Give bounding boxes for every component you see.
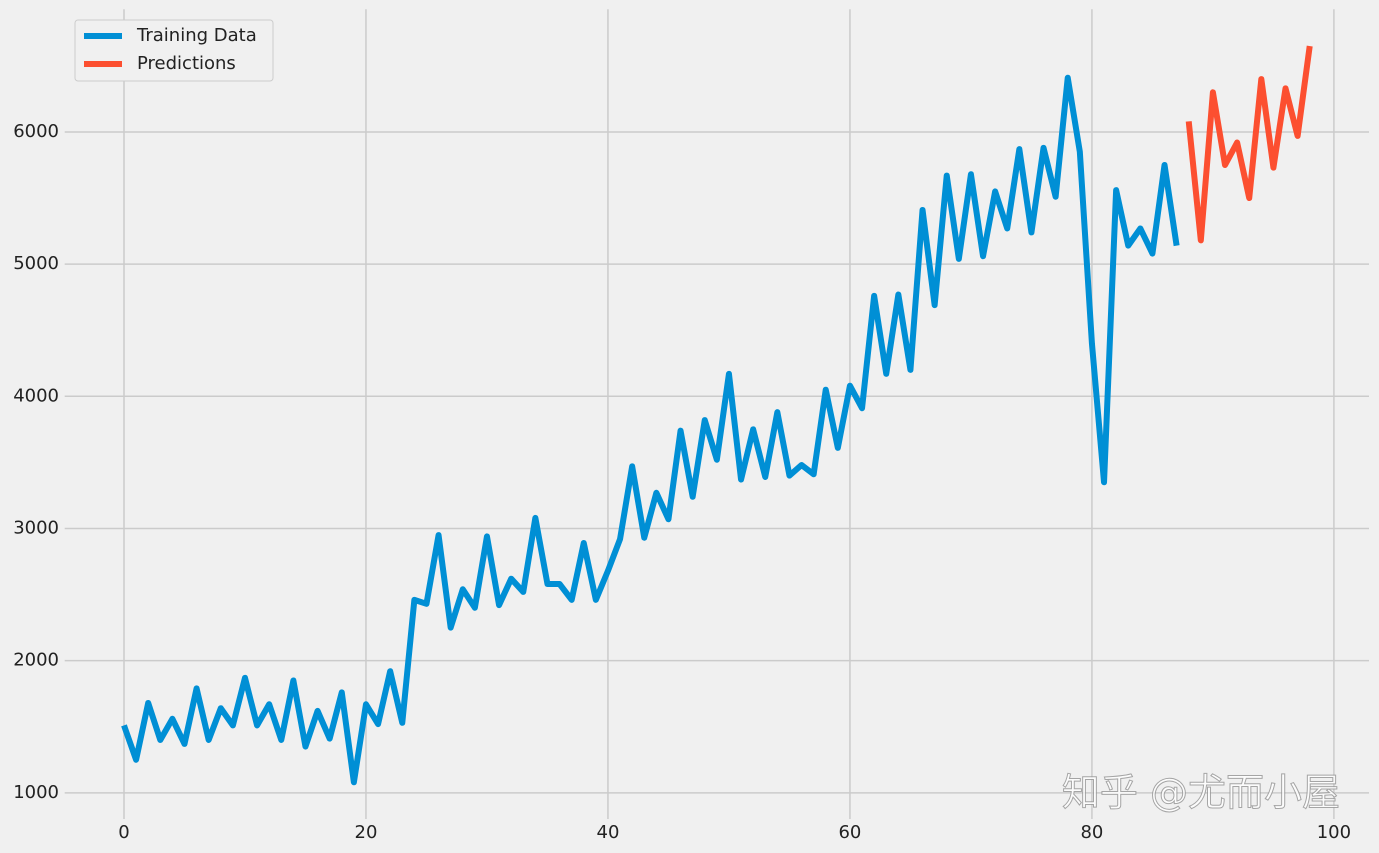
x-tick-label: 40 xyxy=(597,822,620,843)
x-tick-label: 80 xyxy=(1080,822,1103,843)
legend-box xyxy=(74,19,274,82)
x-tick-label: 60 xyxy=(838,822,861,843)
y-tick-label: 5000 xyxy=(13,253,59,274)
y-tick-label: 2000 xyxy=(13,650,59,671)
y-tick-label: 6000 xyxy=(13,121,59,142)
y-tick-label: 1000 xyxy=(13,782,59,803)
legend: Training Data Predictions xyxy=(74,19,274,82)
watermark: 知乎 @尤而小屋 xyxy=(1062,771,1340,815)
series-line xyxy=(121,74,1180,786)
legend-label: Training Data xyxy=(136,25,257,46)
x-tick-label: 0 xyxy=(118,822,129,843)
legend-label: Predictions xyxy=(137,53,236,74)
x-tick-label: 20 xyxy=(355,822,378,843)
y-tick-label: 3000 xyxy=(13,517,59,538)
y-tick-label: 4000 xyxy=(13,385,59,406)
series-line xyxy=(1185,45,1313,244)
x-tick-label: 100 xyxy=(1317,822,1351,843)
